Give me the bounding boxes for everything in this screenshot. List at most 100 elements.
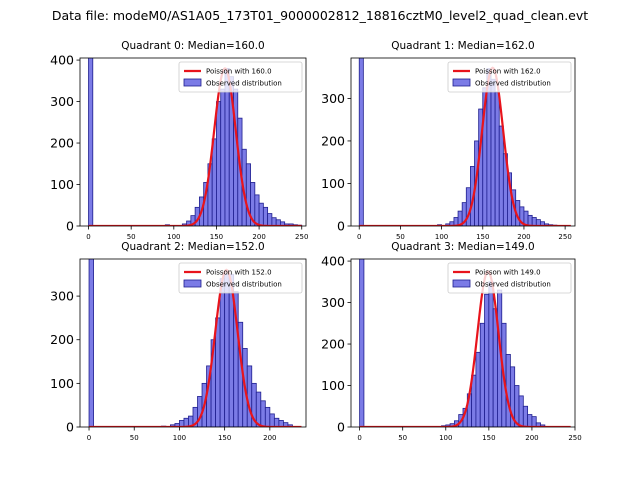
x-tick-label: 250 <box>295 233 308 241</box>
histogram-bar <box>211 138 217 226</box>
histogram-bar <box>479 322 485 427</box>
legend-poisson-label: Poisson with 160.0 <box>206 68 272 76</box>
x-tick-label: 250 <box>558 233 571 241</box>
x-tick-label: 100 <box>435 233 448 241</box>
histogram-bar <box>246 365 253 427</box>
histogram-bar <box>215 317 221 427</box>
x-tick-label: 100 <box>439 434 452 442</box>
y-tick-label: 200 <box>50 136 74 151</box>
histogram-bar <box>219 278 226 427</box>
legend-observed-label: Observed distribution <box>206 80 282 88</box>
axes-frame <box>350 57 576 227</box>
subplot-quadrant-1: 0 50 100 150 200 250 0 100 200 300 Quadrant 1: Med… <box>321 40 576 241</box>
histogram-bar <box>359 259 365 427</box>
x-tick-label: 50 <box>130 434 139 442</box>
histogram-bar <box>273 417 280 427</box>
legend-poisson-label: Poisson with 149.0 <box>475 269 541 277</box>
axes-frame <box>79 258 307 428</box>
x-tick-label: 250 <box>568 434 581 442</box>
x-tick-label: 200 <box>252 233 265 241</box>
y-tick-label: 100 <box>321 378 345 393</box>
x-tick-label: 100 <box>173 434 186 442</box>
x-tick-label: 150 <box>210 233 223 241</box>
y-tick-label: 200 <box>321 337 345 352</box>
histogram-bar <box>260 400 266 427</box>
legend-observed-swatch <box>183 78 202 87</box>
y-tick-label: 100 <box>321 176 345 191</box>
legend-observed-swatch <box>452 78 471 87</box>
figure-title: Data file: modeM0/AS1A05_173T01_90000028… <box>52 8 588 23</box>
y-tick-label: 300 <box>50 94 74 109</box>
legend-box <box>178 61 303 93</box>
y-tick-label: 300 <box>321 91 345 106</box>
x-tick-label: 0 <box>357 434 361 442</box>
x-tick-label: 200 <box>525 434 538 442</box>
x-tick-label: 50 <box>398 434 407 442</box>
x-tick-label: 50 <box>127 233 136 241</box>
x-tick-label: 150 <box>482 434 495 442</box>
legend-observed-swatch <box>452 279 471 288</box>
subplot-title: Quadrant 0: Median=160.0 <box>121 40 264 52</box>
legend-observed-label: Observed distribution <box>475 80 551 88</box>
legend-poisson-label: Poisson with 162.0 <box>475 68 541 76</box>
axes-frame <box>79 57 307 227</box>
legend-observed-swatch <box>183 279 202 288</box>
histogram-bar <box>224 273 230 427</box>
histogram-bar <box>531 217 537 226</box>
y-tick-label: 300 <box>321 295 345 310</box>
histogram-bar <box>531 416 537 427</box>
histogram-bar <box>254 194 260 226</box>
y-tick-label: 100 <box>50 376 74 391</box>
subplot-quadrant-2: 0 50 100 150 200 0 100 200 300 Quadrant 2: Median… <box>50 241 307 442</box>
histogram-bar <box>262 206 269 226</box>
y-tick-label: 100 <box>50 177 74 192</box>
histogram-bar <box>271 217 277 226</box>
subplot-quadrant-0: 0 50 100 150 200 250 0 100 200 300 400 Quadrant 0: … <box>50 40 308 241</box>
legend-observed-label: Observed distribution <box>475 281 551 289</box>
legend-box <box>447 61 572 93</box>
histogram-bar <box>264 406 271 427</box>
histogram-bar <box>522 405 529 427</box>
y-tick-label: 0 <box>66 420 74 435</box>
y-tick-label: 400 <box>321 254 345 269</box>
y-tick-label: 0 <box>66 219 74 234</box>
histogram-bar <box>527 414 533 427</box>
x-tick-label: 200 <box>263 434 276 442</box>
y-tick-label: 300 <box>50 289 74 304</box>
histogram-bar <box>488 281 494 427</box>
histogram-bar <box>269 413 275 427</box>
legend-box <box>178 262 303 294</box>
legend: Poisson with 160.0 Observed distribution <box>178 61 303 93</box>
legend: Poisson with 162.0 Observed distribution <box>447 61 572 93</box>
axes-frame <box>350 258 576 428</box>
y-tick-label: 400 <box>50 53 74 68</box>
histogram-bar <box>358 58 364 226</box>
y-tick-label: 200 <box>321 133 345 148</box>
x-tick-label: 0 <box>357 233 361 241</box>
subplot-title: Quadrant 2: Median=152.0 <box>121 241 264 253</box>
histogram-bar <box>518 395 524 427</box>
x-tick-label: 50 <box>396 233 405 241</box>
legend: Poisson with 149.0 Observed distribution <box>447 262 572 294</box>
histogram-bar <box>258 202 264 226</box>
histogram-bar <box>484 293 490 427</box>
subplot-title: Quadrant 3: Median=149.0 <box>391 241 534 253</box>
x-tick-label: 150 <box>218 434 231 442</box>
poisson-curve <box>89 268 302 427</box>
histogram-bar <box>490 78 496 226</box>
histogram-bar <box>220 88 226 226</box>
x-tick-label: 0 <box>86 233 90 241</box>
y-tick-label: 0 <box>337 420 345 435</box>
legend: Poisson with 152.0 Observed distribution <box>178 262 303 294</box>
legend-box <box>447 262 572 294</box>
histogram-bar <box>475 351 481 427</box>
histogram-bar <box>494 91 500 226</box>
legend-observed-label: Observed distribution <box>206 281 282 289</box>
histogram-bar <box>88 58 94 226</box>
subplot-title: Quadrant 1: Median=162.0 <box>391 40 534 52</box>
histogram-bar <box>216 101 222 226</box>
x-tick-label: 150 <box>476 233 489 241</box>
legend-poisson-label: Poisson with 152.0 <box>206 269 272 277</box>
y-tick-label: 200 <box>50 332 74 347</box>
